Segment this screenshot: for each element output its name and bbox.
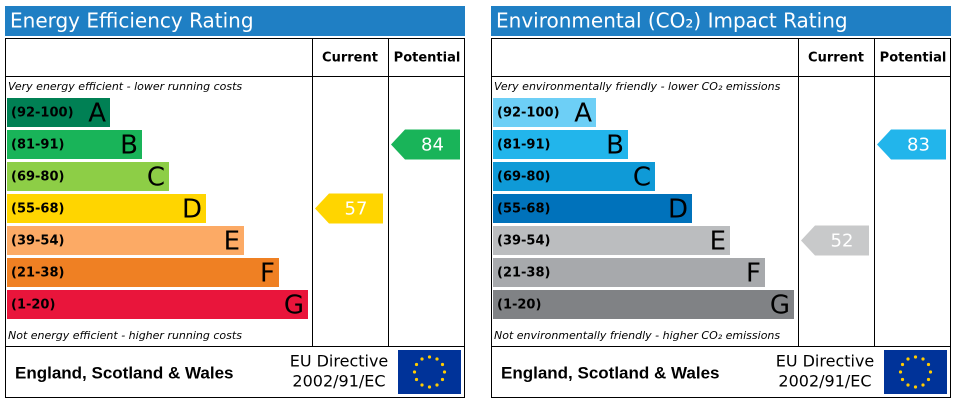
- band-bar: [493, 226, 730, 255]
- eu-star: [898, 370, 903, 374]
- eu-star: [420, 383, 424, 387]
- eu-star: [414, 377, 419, 382]
- panel-title: Environmental (CO₂) Impact Rating: [496, 9, 848, 33]
- band-range: (39-54): [497, 234, 550, 249]
- region: England, Scotland & Wales: [501, 363, 720, 382]
- eu-star: [900, 362, 905, 367]
- eu-star: [928, 370, 933, 374]
- eu-star: [906, 357, 910, 361]
- band-letter: G: [284, 291, 304, 321]
- band-range: (92-100): [11, 106, 74, 121]
- eu-star: [900, 377, 905, 382]
- eu-star: [913, 385, 918, 389]
- band-letter: F: [746, 259, 761, 289]
- band-letter: E: [710, 227, 726, 257]
- header-potential: Potential: [394, 51, 461, 66]
- eu-star: [926, 377, 931, 382]
- potential-arrow: [877, 129, 946, 160]
- header-current: Current: [322, 51, 378, 66]
- band-range: (81-91): [497, 138, 550, 153]
- band-range: (55-68): [497, 202, 550, 217]
- top-note: Very environmentally friendly - lower CO…: [494, 80, 781, 93]
- eu-star: [926, 362, 931, 367]
- current-value: 52: [831, 231, 854, 252]
- band-range: (81-91): [11, 138, 64, 153]
- eu-star: [921, 383, 925, 387]
- eu-star: [427, 355, 432, 359]
- potential-value: 83: [907, 135, 930, 156]
- eu-star: [442, 370, 447, 374]
- band-letter: G: [770, 291, 790, 321]
- band-bar: [7, 258, 279, 287]
- bottom-note: Not energy efficient - higher running co…: [8, 329, 242, 342]
- region: England, Scotland & Wales: [15, 363, 234, 382]
- panel-frame: [491, 38, 951, 398]
- band-bar: [493, 162, 655, 191]
- band-letter: E: [224, 227, 240, 257]
- band-range: (1-20): [11, 298, 55, 313]
- band-letter: B: [606, 131, 624, 161]
- panel-title: Energy Efficiency Rating: [10, 9, 254, 33]
- band-range: (21-38): [11, 266, 64, 281]
- eu-star: [435, 357, 439, 361]
- band-range: (69-80): [11, 170, 64, 185]
- band-letter: B: [120, 131, 138, 161]
- title-bar: [5, 6, 465, 36]
- eu-star: [440, 362, 445, 367]
- current-arrow: [801, 225, 869, 256]
- directive-line2: 2002/91/EC: [778, 372, 871, 391]
- band-range: (21-38): [497, 266, 550, 281]
- band-letter: C: [633, 163, 651, 193]
- top-note: Very energy efficient - lower running co…: [8, 80, 242, 93]
- directive-line2: 2002/91/EC: [292, 372, 385, 391]
- eu-star: [420, 357, 424, 361]
- title-bar: [491, 6, 951, 36]
- band-range: (55-68): [11, 202, 64, 217]
- band-bar: [493, 258, 765, 287]
- current-value: 57: [345, 199, 368, 220]
- band-bar: [7, 226, 244, 255]
- band-bar: [7, 130, 142, 159]
- header-current: Current: [808, 51, 864, 66]
- current-arrow: [315, 193, 383, 224]
- band-bar: [7, 162, 169, 191]
- band-range: (1-20): [497, 298, 541, 313]
- band-range: (69-80): [497, 170, 550, 185]
- band-bar: [493, 130, 628, 159]
- bottom-note: Not environmentally friendly - higher CO…: [494, 329, 780, 342]
- band-letter: C: [147, 163, 165, 193]
- eu-star: [435, 383, 439, 387]
- potential-arrow: [391, 129, 460, 160]
- band-bar: [493, 98, 596, 127]
- potential-value: 84: [421, 135, 444, 156]
- eu-star: [412, 370, 417, 374]
- band-letter: A: [574, 99, 592, 129]
- band-range: (92-100): [497, 106, 560, 121]
- band-range: (39-54): [11, 234, 64, 249]
- band-bar: [7, 290, 308, 319]
- eu-star: [913, 355, 918, 359]
- header-potential: Potential: [880, 51, 947, 66]
- band-letter: D: [182, 195, 202, 225]
- band-bar: [493, 290, 794, 319]
- eu-star: [906, 383, 910, 387]
- band-letter: A: [88, 99, 106, 129]
- band-letter: F: [260, 259, 275, 289]
- eu-star: [427, 385, 432, 389]
- eu-star: [440, 377, 445, 382]
- panel-frame: [5, 38, 465, 398]
- eu-star: [414, 362, 419, 367]
- directive-line1: EU Directive: [776, 352, 875, 371]
- band-bar: [493, 194, 692, 223]
- band-bar: [7, 194, 206, 223]
- band-letter: D: [668, 195, 688, 225]
- band-bar: [7, 98, 110, 127]
- eu-star: [921, 357, 925, 361]
- directive-line1: EU Directive: [290, 352, 389, 371]
